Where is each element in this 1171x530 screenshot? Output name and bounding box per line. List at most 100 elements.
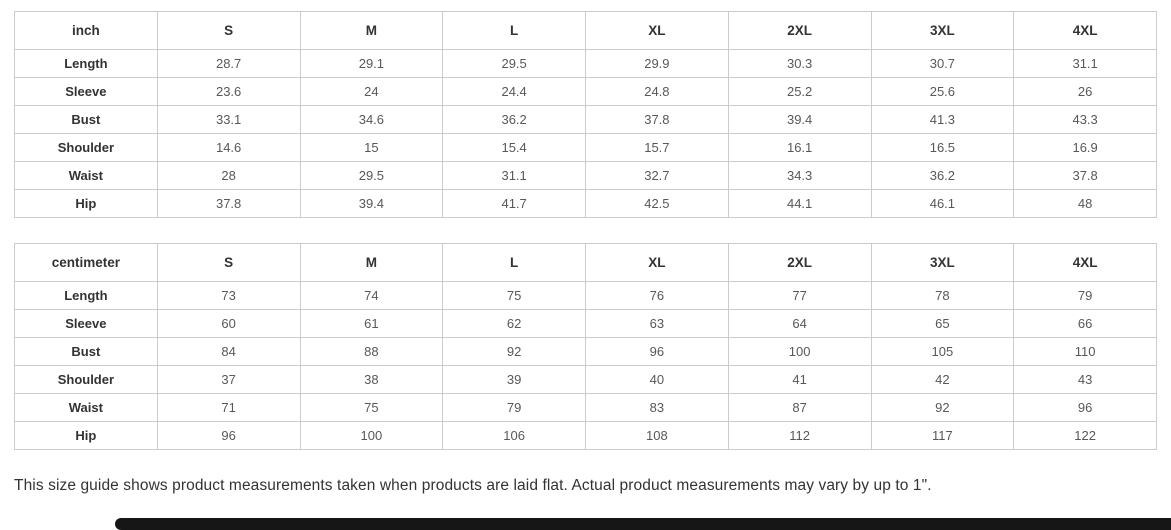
- measurement-value-cell: 61: [299, 309, 444, 338]
- measurement-row: Bust 84 88 92 96 100 105 110: [14, 337, 1157, 366]
- measurement-value-cell: 29.1: [299, 49, 444, 78]
- measurement-value-cell: 88: [299, 337, 444, 366]
- measurement-value-cell: 43.3: [1013, 105, 1157, 134]
- measurement-value-cell: 79: [442, 393, 586, 422]
- measurement-value-cell: 25.2: [727, 77, 872, 106]
- measurement-label-cell: Length: [14, 49, 158, 78]
- measurement-value-cell: 28.7: [156, 49, 301, 78]
- measurement-value-cell: 31.1: [1013, 49, 1157, 78]
- measurement-value-cell: 75: [299, 393, 444, 422]
- measurement-value-cell: 29.9: [585, 49, 729, 78]
- measurement-row: Waist 71 75 79 83 87 92 96: [14, 393, 1157, 422]
- measurement-value-cell: 33.1: [156, 105, 301, 134]
- measurement-value-cell: 108: [585, 421, 729, 450]
- size-guide-note: This size guide shows product measuremen…: [14, 477, 932, 494]
- measurement-value-cell: 39.4: [299, 189, 444, 218]
- measurement-value-cell: 24.4: [442, 77, 586, 106]
- measurement-value-cell: 106: [442, 421, 586, 450]
- measurement-value-cell: 117: [870, 421, 1015, 450]
- measurement-value-cell: 34.6: [299, 105, 444, 134]
- size-column-header: 4XL: [1013, 243, 1157, 282]
- measurement-value-cell: 39: [442, 365, 586, 394]
- measurement-row: Waist 28 29.5 31.1 32.7 34.3 36.2 37.8: [14, 161, 1157, 190]
- size-column-header: XL: [585, 11, 729, 50]
- measurement-value-cell: 79: [1013, 281, 1157, 310]
- measurement-value-cell: 30.7: [870, 49, 1015, 78]
- measurement-row: Hip 37.8 39.4 41.7 42.5 44.1 46.1 48: [14, 189, 1157, 218]
- measurement-value-cell: 64: [727, 309, 872, 338]
- size-table-header-row: inch S M L XL 2XL 3XL 4XL: [14, 11, 1157, 50]
- size-column-header: L: [442, 243, 586, 282]
- measurement-value-cell: 96: [585, 337, 729, 366]
- horizontal-scrollbar[interactable]: [115, 518, 1171, 530]
- measurement-value-cell: 74: [299, 281, 444, 310]
- unit-label-cell: inch: [14, 11, 158, 50]
- measurement-value-cell: 39.4: [727, 105, 872, 134]
- unit-label-cell: centimeter: [14, 243, 158, 282]
- measurement-row: Bust 33.1 34.6 36.2 37.8 39.4 41.3 43.3: [14, 105, 1157, 134]
- measurement-value-cell: 24: [299, 77, 444, 106]
- measurement-value-cell: 46.1: [870, 189, 1015, 218]
- size-column-header: 2XL: [727, 243, 872, 282]
- measurement-value-cell: 96: [156, 421, 301, 450]
- measurement-value-cell: 29.5: [299, 161, 444, 190]
- size-column-header: M: [299, 243, 444, 282]
- measurement-value-cell: 65: [870, 309, 1015, 338]
- measurement-value-cell: 66: [1013, 309, 1157, 338]
- measurement-label-cell: Shoulder: [14, 365, 158, 394]
- measurement-value-cell: 16.9: [1013, 133, 1157, 162]
- size-table-inch: inch S M L XL 2XL 3XL 4XL Length 28.7 29.1 29.5 29.9…: [14, 11, 1157, 218]
- measurement-value-cell: 26: [1013, 77, 1157, 106]
- measurement-row: Length 73 74 75 76 77 78 79: [14, 281, 1157, 310]
- size-column-header: S: [156, 11, 301, 50]
- measurement-value-cell: 34.3: [727, 161, 872, 190]
- measurement-value-cell: 16.5: [870, 133, 1015, 162]
- measurement-value-cell: 110: [1013, 337, 1157, 366]
- size-column-header: 3XL: [870, 243, 1015, 282]
- measurement-value-cell: 14.6: [156, 133, 301, 162]
- measurement-value-cell: 37: [156, 365, 301, 394]
- measurement-row: Shoulder 37 38 39 40 41 42 43: [14, 365, 1157, 394]
- measurement-value-cell: 100: [299, 421, 444, 450]
- measurement-value-cell: 41.7: [442, 189, 586, 218]
- measurement-value-cell: 15.4: [442, 133, 586, 162]
- measurement-value-cell: 105: [870, 337, 1015, 366]
- measurement-row: Sleeve 60 61 62 63 64 65 66: [14, 309, 1157, 338]
- measurement-value-cell: 77: [727, 281, 872, 310]
- measurement-value-cell: 31.1: [442, 161, 586, 190]
- measurement-value-cell: 41: [727, 365, 872, 394]
- measurement-label-cell: Bust: [14, 337, 158, 366]
- measurement-value-cell: 83: [585, 393, 729, 422]
- measurement-value-cell: 62: [442, 309, 586, 338]
- measurement-value-cell: 25.6: [870, 77, 1015, 106]
- measurement-value-cell: 29.5: [442, 49, 586, 78]
- measurement-label-cell: Waist: [14, 393, 158, 422]
- measurement-value-cell: 42.5: [585, 189, 729, 218]
- size-table-header-row: centimeter S M L XL 2XL 3XL 4XL: [14, 243, 1157, 282]
- measurement-value-cell: 60: [156, 309, 301, 338]
- measurement-value-cell: 112: [727, 421, 872, 450]
- measurement-value-cell: 15: [299, 133, 444, 162]
- measurement-label-cell: Hip: [14, 421, 158, 450]
- measurement-value-cell: 36.2: [442, 105, 586, 134]
- measurement-row: Length 28.7 29.1 29.5 29.9 30.3 30.7 31.1: [14, 49, 1157, 78]
- measurement-value-cell: 78: [870, 281, 1015, 310]
- measurement-value-cell: 73: [156, 281, 301, 310]
- measurement-label-cell: Hip: [14, 189, 158, 218]
- measurement-value-cell: 23.6: [156, 77, 301, 106]
- measurement-value-cell: 38: [299, 365, 444, 394]
- measurement-value-cell: 37.8: [585, 105, 729, 134]
- measurement-value-cell: 87: [727, 393, 872, 422]
- measurement-value-cell: 43: [1013, 365, 1157, 394]
- measurement-value-cell: 92: [442, 337, 586, 366]
- size-column-header: M: [299, 11, 444, 50]
- measurement-value-cell: 40: [585, 365, 729, 394]
- measurement-label-cell: Shoulder: [14, 133, 158, 162]
- size-column-header: S: [156, 243, 301, 282]
- measurement-value-cell: 84: [156, 337, 301, 366]
- measurement-value-cell: 100: [727, 337, 872, 366]
- measurement-value-cell: 30.3: [727, 49, 872, 78]
- measurement-label-cell: Sleeve: [14, 309, 158, 338]
- measurement-row: Shoulder 14.6 15 15.4 15.7 16.1 16.5 16.9: [14, 133, 1157, 162]
